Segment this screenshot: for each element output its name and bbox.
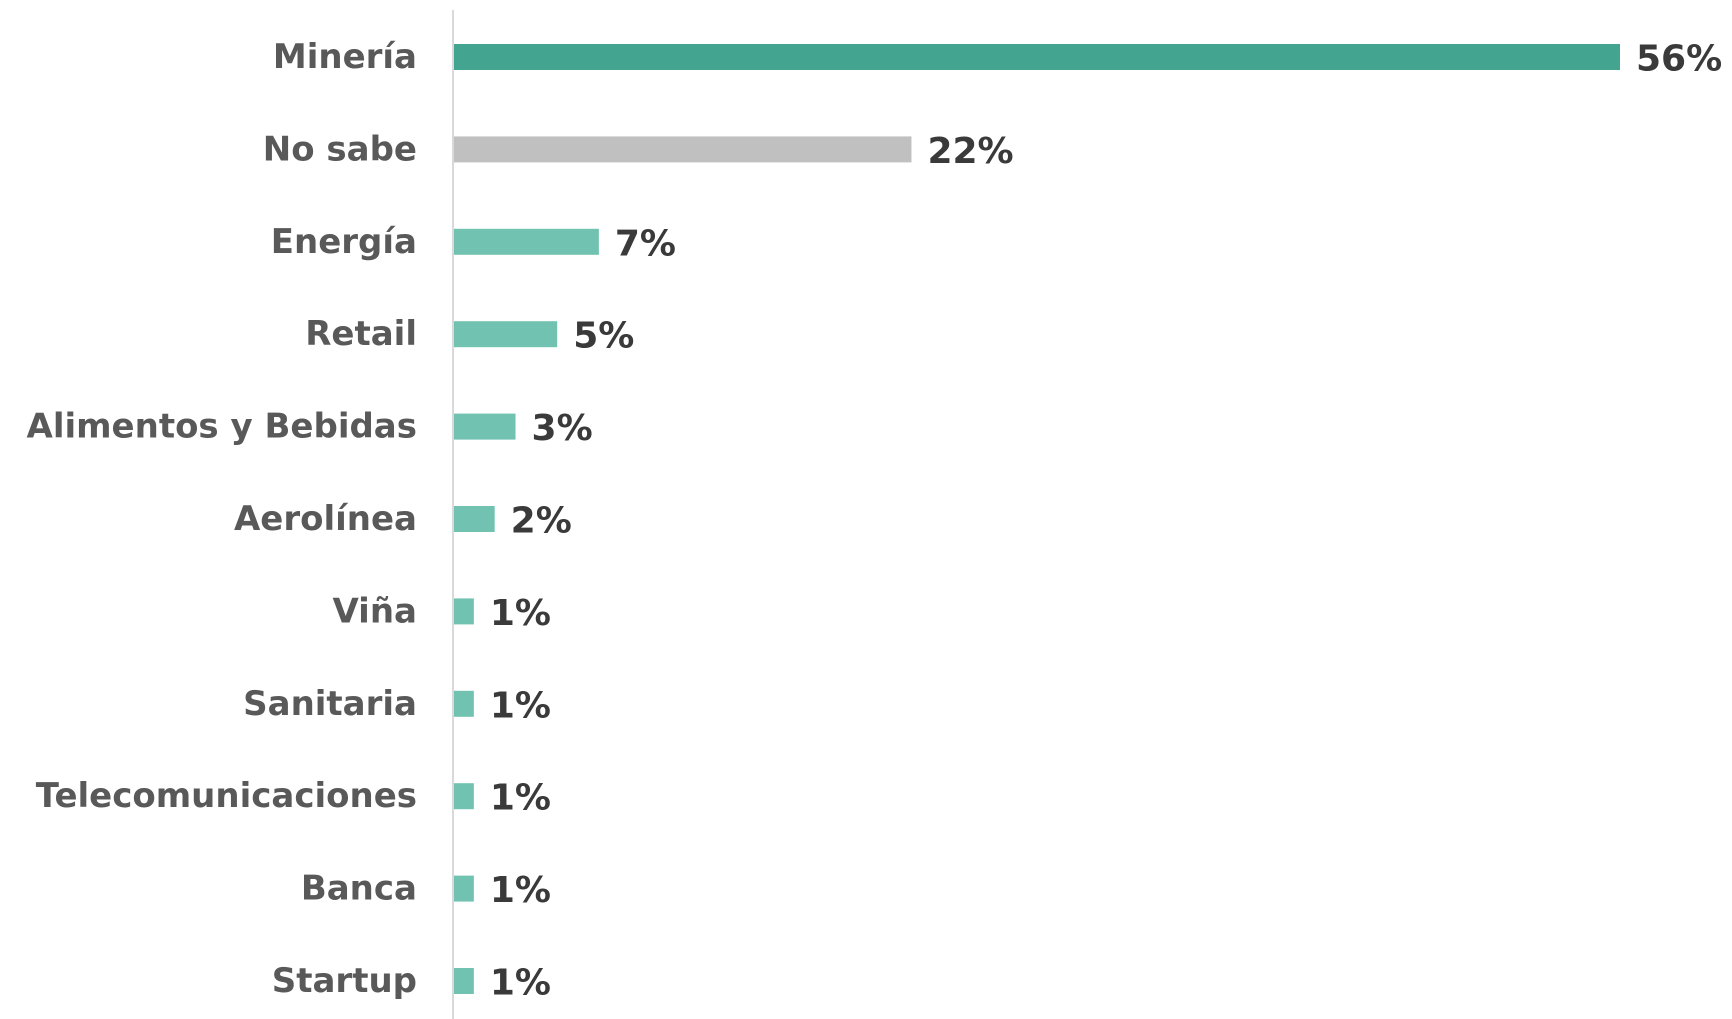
bar <box>453 875 474 902</box>
bar <box>453 413 516 440</box>
bar <box>453 968 474 994</box>
value-labels-group: 56% 22% 7% 5% 3% 2% 1% 1% 1% 1% 1% <box>490 39 1722 1004</box>
value-label: 5% <box>573 316 634 357</box>
value-label: 2% <box>511 501 572 542</box>
category-label: Retail <box>305 314 417 354</box>
value-label: 1% <box>490 685 551 726</box>
bar <box>453 228 599 255</box>
category-label: Minería <box>273 37 417 77</box>
bar <box>453 506 495 532</box>
bar <box>453 783 474 810</box>
bar <box>453 136 912 163</box>
value-label: 22% <box>927 131 1013 172</box>
value-label: 3% <box>532 408 593 449</box>
bars-group <box>453 44 1620 994</box>
bar <box>453 598 474 625</box>
category-label: Banca <box>301 869 417 909</box>
value-label: 1% <box>490 778 551 819</box>
value-label: 7% <box>615 223 676 264</box>
category-label: Sanitaria <box>243 684 417 724</box>
bar <box>453 44 1620 70</box>
value-label: 1% <box>490 963 551 1004</box>
category-labels-group: Minería No sabe Energía Retail Alimentos y B… <box>27 37 418 1001</box>
category-label: Aerolínea <box>234 499 417 539</box>
category-label: Telecomunicaciones <box>36 776 417 816</box>
bar <box>453 690 474 717</box>
category-label: Alimentos y Bebidas <box>27 407 418 447</box>
category-label: No sabe <box>263 129 417 169</box>
bar <box>453 321 558 348</box>
value-label: 56% <box>1636 39 1722 80</box>
value-label: 1% <box>490 593 551 634</box>
category-label: Viña <box>332 591 417 631</box>
category-label: Energía <box>271 222 417 262</box>
value-label: 1% <box>490 870 551 911</box>
category-label: Startup <box>272 961 417 1001</box>
